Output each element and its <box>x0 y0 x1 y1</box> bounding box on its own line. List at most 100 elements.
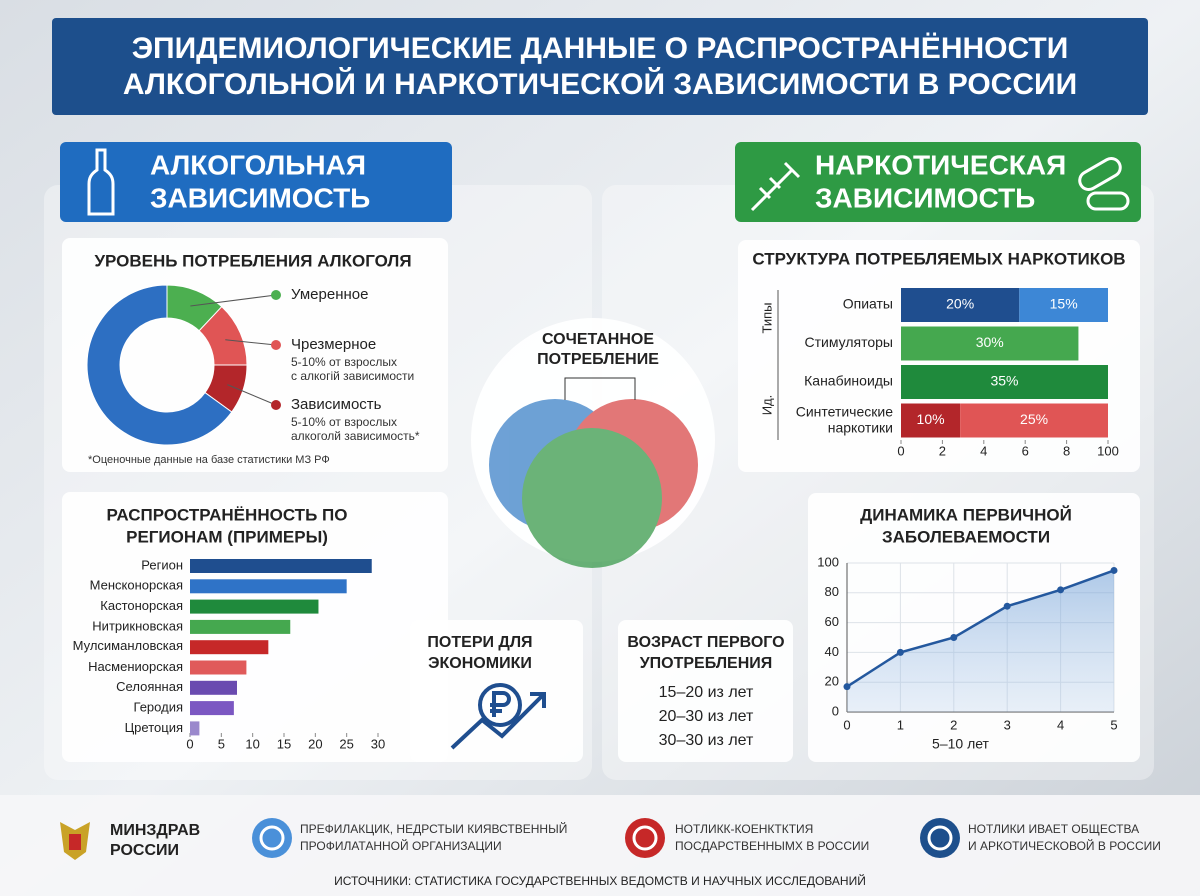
phone-icon <box>920 818 960 858</box>
section-title: НАРКОТИЧЕСКАЯ <box>815 149 1066 180</box>
x-tick-label: 15 <box>277 736 291 751</box>
pills-icon <box>1078 157 1130 211</box>
phone-icon <box>252 818 292 858</box>
line-point <box>896 648 904 656</box>
x-tick-label: 0 <box>843 717 850 732</box>
bar-segment <box>960 403 1108 438</box>
y-tick-label: 100 <box>817 554 839 569</box>
x-tick-label: 4 <box>1057 717 1064 732</box>
x-tick-label: 3 <box>1004 717 1011 732</box>
leader-line <box>227 384 277 406</box>
legend-dot <box>271 340 281 350</box>
line-point <box>843 683 851 691</box>
donut-segment <box>86 284 233 446</box>
legend-note: алкоголй зависимость* <box>291 429 420 443</box>
section-header <box>735 142 1141 222</box>
y-tick-label: 0 <box>832 703 839 718</box>
x-tick-label: 100 <box>1097 443 1119 458</box>
value-label: 35% <box>990 373 1018 389</box>
chart-title: ДИНАМИКА ПЕРВИЧНОЙ <box>860 505 1072 524</box>
x-tick-label: 2 <box>950 717 957 732</box>
bar <box>190 721 200 736</box>
bar <box>190 599 319 614</box>
org-name: РОССИИ <box>110 842 179 859</box>
age-item: 15–20 из лет <box>659 684 754 701</box>
card-title: УПОТРЕБЛЕНИЯ <box>640 655 773 672</box>
y-tick-label: Регион <box>141 557 183 572</box>
bar-segment <box>901 326 1079 361</box>
y-tick-label: 20 <box>825 674 839 689</box>
bottle-icon <box>87 148 115 216</box>
section-title: ЗАВИСИМОСТЬ <box>150 182 370 213</box>
leader-line <box>190 294 277 307</box>
x-tick-label: 2 <box>939 443 946 458</box>
value-label: 15% <box>1050 296 1078 312</box>
line-point <box>1110 566 1118 574</box>
bar-segment <box>901 403 961 438</box>
line-point <box>1003 602 1011 610</box>
y-tick-label: Геродия <box>134 700 183 715</box>
venn-title: ПОТРЕБЛЕНИЕ <box>537 351 659 368</box>
legend-label: Чрезмерное <box>291 336 376 353</box>
y-tick-label: 60 <box>825 614 839 629</box>
bar-segment <box>1019 288 1108 322</box>
line-point <box>1057 586 1065 594</box>
venn-title: СОЧЕТАННОЕ <box>542 331 654 348</box>
footnote: *Оценочные данные на базе статистики МЗ … <box>88 454 330 466</box>
y-tick-label: Синтетические наркотики <box>796 403 893 435</box>
phone-icon <box>625 818 665 858</box>
x-tick-label: 5 <box>218 736 225 751</box>
header-title: ЭПИДЕМИОЛОГИЧЕСКИЕ ДАННЫЕ О РАСПРОСТРАНЁ… <box>132 32 1069 65</box>
org-name: МИНЗДРАВ <box>110 822 200 839</box>
x-tick-label: 30 <box>371 736 385 751</box>
card <box>618 620 793 762</box>
section-header <box>60 142 452 222</box>
line-series <box>846 569 1115 688</box>
age-item: 30–30 из лет <box>659 732 754 749</box>
leader-line <box>225 339 277 346</box>
legend-label: Зависимость <box>291 396 382 413</box>
axis-label: Ид. <box>759 395 774 416</box>
contact-text: ПРЕФИЛАКЦИК, НЕДРСТЫИ КИЯВСТВЕННЫЙ <box>300 821 567 836</box>
x-tick-label: 0 <box>897 443 904 458</box>
y-tick-label: 40 <box>825 644 839 659</box>
chart-title: УРОВЕНЬ ПОТРЕБЛЕНИЯ АЛКОГОЛЯ <box>94 251 411 270</box>
legend-note: 5-10% от взрослых <box>291 415 397 429</box>
sources: ИСТОЧНИКИ: СТАТИСТИКА ГОСУДАРСТВЕННЫХ ВЕ… <box>334 873 866 888</box>
y-tick-label: Мулсиманловская <box>73 639 183 654</box>
header-bar <box>52 18 1148 115</box>
venn-diagram <box>489 399 698 568</box>
card-title: ЭКОНОМИКИ <box>428 655 532 672</box>
x-tick-label: 4 <box>980 443 987 458</box>
y-tick-label: Менсконорская <box>90 578 183 593</box>
syringe-icon <box>750 161 801 212</box>
y-tick-label: Цретоция <box>125 720 183 735</box>
value-label: 25% <box>1020 411 1048 427</box>
x-tick-label: 20 <box>308 736 322 751</box>
y-tick-label: Стимуляторы <box>805 334 893 350</box>
section-title: АЛКОГОЛЬНАЯ <box>150 149 366 180</box>
chart-title: СТРУКТУРА ПОТРЕБЛЯЕМЫХ НАРКОТИКОВ <box>752 249 1125 268</box>
ruble-icon <box>450 683 546 750</box>
legend-note: 5-10% от взрослых <box>291 355 397 369</box>
card-title: ВОЗРАСТ ПЕРВОГО <box>627 634 784 651</box>
footer-band <box>0 795 1200 896</box>
age-item: 20–30 из лет <box>659 708 754 725</box>
contact-text: НОТЛИКИ ИВАЕТ ОБЩЕСТВА <box>968 822 1139 836</box>
chart-title: РЕГИОНАМ (ПРИМЕРЫ) <box>126 527 328 546</box>
contact-text: ПРОФИЛАТАННОЙ ОРГАНИЗАЦИИ <box>300 838 502 853</box>
y-tick-label: 80 <box>825 584 839 599</box>
y-tick-label: Селоянная <box>116 679 183 694</box>
area <box>847 570 1114 712</box>
bar <box>190 640 269 655</box>
value-label: 20% <box>946 296 974 312</box>
axis-label: Типы <box>759 302 774 333</box>
y-tick-label: Канабиноиды <box>804 373 893 389</box>
contact-text: ПОСДАРСТВЕННЫМХ В РОССИИ <box>675 839 869 853</box>
header-title: АЛКОГОЛЬНОЙ И НАРКОТИЧЕСКОЙ ЗАВИСИМОСТИ … <box>123 67 1077 101</box>
legend-dot <box>271 400 281 410</box>
x-tick-label: 8 <box>1063 443 1070 458</box>
x-tick-label: 10 <box>245 736 259 751</box>
y-tick-label: Нитрикновская <box>92 618 183 633</box>
